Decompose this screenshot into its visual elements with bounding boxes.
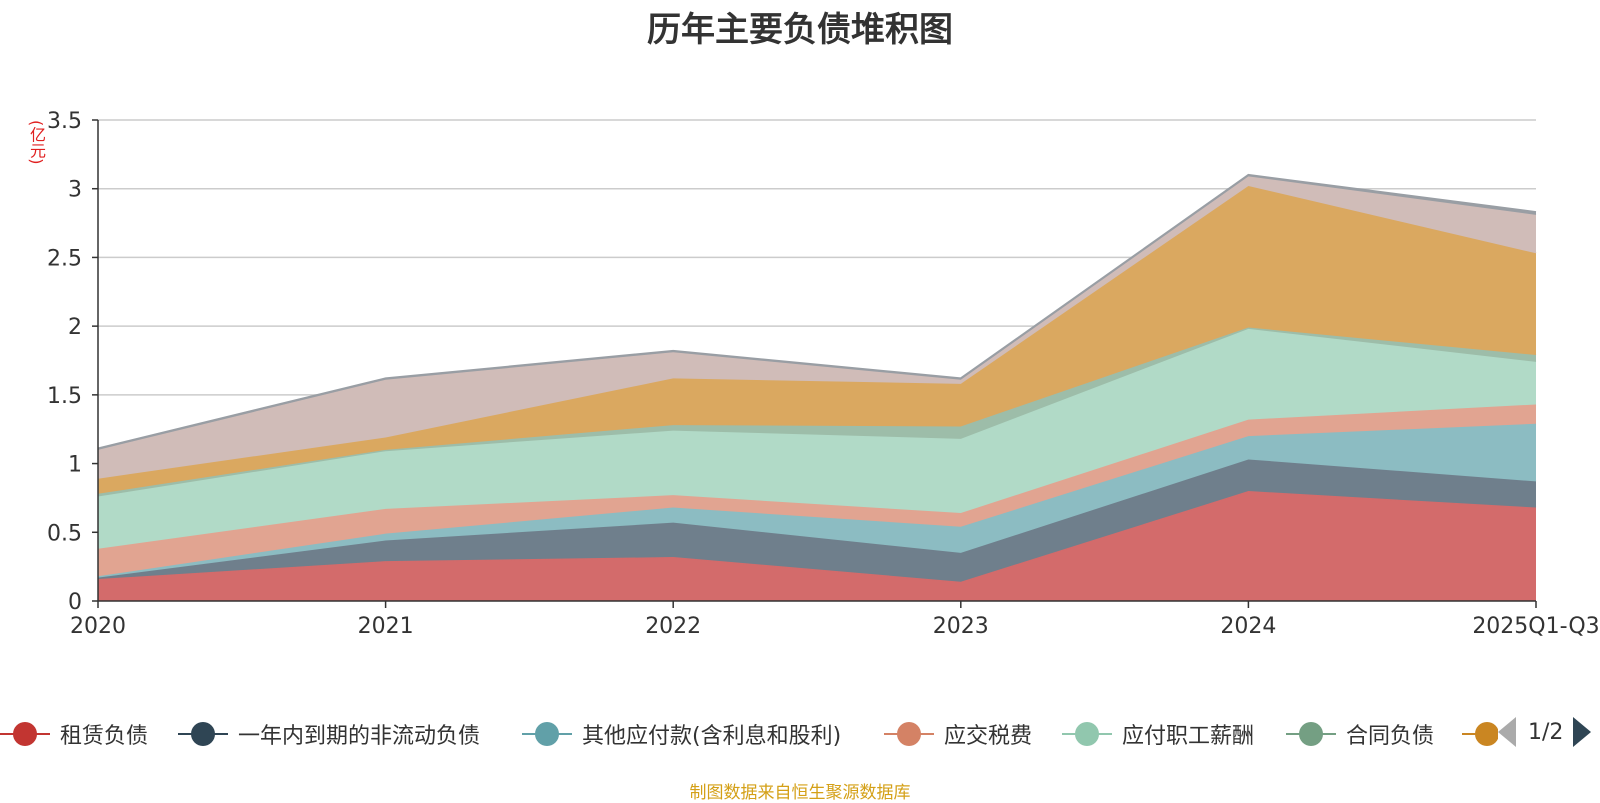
area-series	[98, 327, 1536, 497]
area-series	[98, 459, 1536, 582]
y-axis-unit-label: (亿元)	[27, 120, 46, 165]
area-series-line	[97, 184, 1537, 480]
x-tick-label: 2020	[70, 614, 126, 639]
legend-item-label: 一年内到期的非流动负债	[238, 724, 481, 749]
legend-item[interactable]: 应交税费	[884, 716, 1032, 752]
x-tick-label: 2023	[933, 614, 989, 639]
x-tick-label: 2022	[645, 614, 701, 639]
area-series-line	[97, 173, 1537, 450]
y-tick-label: 0.5	[47, 521, 82, 546]
y-tick-label: 3	[68, 178, 82, 203]
stacked-area-chart: 0 0.5 1 1.5 2 2.5 3 3.5 2020 2021 2022 2023 2024 2025…	[47, 109, 1600, 639]
chart-title: 历年主要负债堆积图	[647, 10, 953, 50]
data-source-note: 制图数据来自恒生聚源数据库	[689, 783, 911, 803]
legend-item-label: 应付职工薪酬	[1122, 724, 1255, 749]
legend-marker-icon	[1462, 719, 1512, 749]
legend-item[interactable]: 其他应付款(含利息和股利)	[522, 716, 841, 752]
area-series	[98, 404, 1536, 577]
legend-pager: 1/2	[1498, 712, 1600, 752]
legend-item-label: 合同负债	[1346, 724, 1435, 749]
legend-marker-icon	[1286, 719, 1336, 749]
legend-marker-icon	[0, 719, 50, 749]
legend-next-page-icon[interactable]	[1573, 717, 1592, 747]
area-series	[98, 491, 1536, 601]
legend-marker-icon	[884, 719, 934, 749]
y-tick-label: 2.5	[47, 246, 82, 271]
x-tick-label: 2025Q1-Q3	[1472, 614, 1599, 639]
area-series	[98, 328, 1536, 549]
legend-marker-icon	[522, 719, 572, 749]
legend-prev-page-icon[interactable]	[1498, 717, 1516, 747]
legend-marker-icon	[178, 719, 228, 749]
area-series	[98, 176, 1536, 479]
legend-item[interactable]: 应付职工薪酬	[1062, 716, 1254, 752]
y-tick-label: 3.5	[47, 109, 82, 134]
legend-item-label: 租赁负债	[60, 724, 149, 749]
legend-marker-icon	[1062, 719, 1112, 749]
x-tick-label: 2021	[358, 614, 414, 639]
area-series	[98, 185, 1536, 494]
y-tick-label: 1.5	[47, 384, 82, 409]
chart-legend: 租赁负债 一年内到期的非流动负债 其他应付款(含利息和股利) 应交税费 应付职工薪酬 合同…	[0, 716, 1600, 752]
legend-page-indicator: 1/2	[1528, 719, 1564, 745]
y-tick-label: 2	[68, 315, 82, 340]
legend-item-label: 其他应付款(含利息和股利)	[582, 724, 842, 749]
x-tick-label: 2024	[1220, 614, 1276, 639]
y-tick-label: 0	[68, 590, 82, 615]
legend-item[interactable]: 一年内到期的非流动负债	[178, 716, 480, 752]
legend-item-label: 应交税费	[944, 724, 1033, 749]
legend-item[interactable]: 租赁负债	[0, 716, 148, 752]
y-tick-label: 1	[68, 453, 82, 478]
legend-item[interactable]: 合同负债	[1286, 716, 1434, 752]
area-series	[98, 423, 1536, 578]
area-series-line	[97, 422, 1537, 578]
